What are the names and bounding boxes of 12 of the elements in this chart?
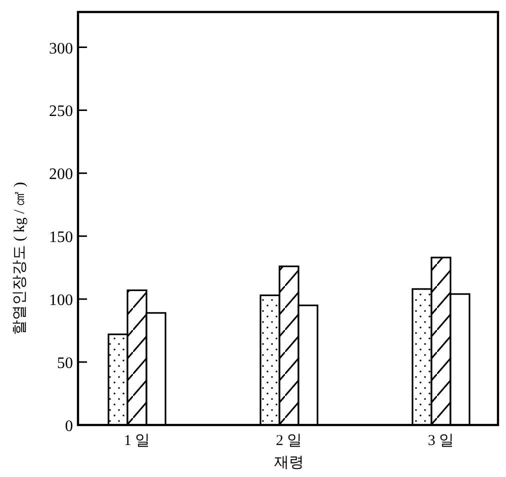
y-tick-label: 300 — [49, 40, 73, 58]
y-tick-label: 50 — [57, 355, 73, 372]
x-tick-label: 2 일 — [276, 433, 302, 449]
y-tick-label: 0 — [65, 418, 73, 435]
x-tick-label: 1 일 — [124, 433, 150, 449]
y-tick-label: 150 — [49, 229, 73, 246]
y-tick-label: 100 — [49, 292, 73, 310]
y-tick-label: 200 — [49, 166, 73, 184]
x-tick-label: 3 일 — [428, 433, 454, 449]
y-tick-label: 250 — [49, 103, 73, 120]
x-axis-title: 재령 — [274, 455, 304, 471]
y-axis-title: 할열인장강도 ( kg / ㎠ ) — [12, 182, 28, 335]
